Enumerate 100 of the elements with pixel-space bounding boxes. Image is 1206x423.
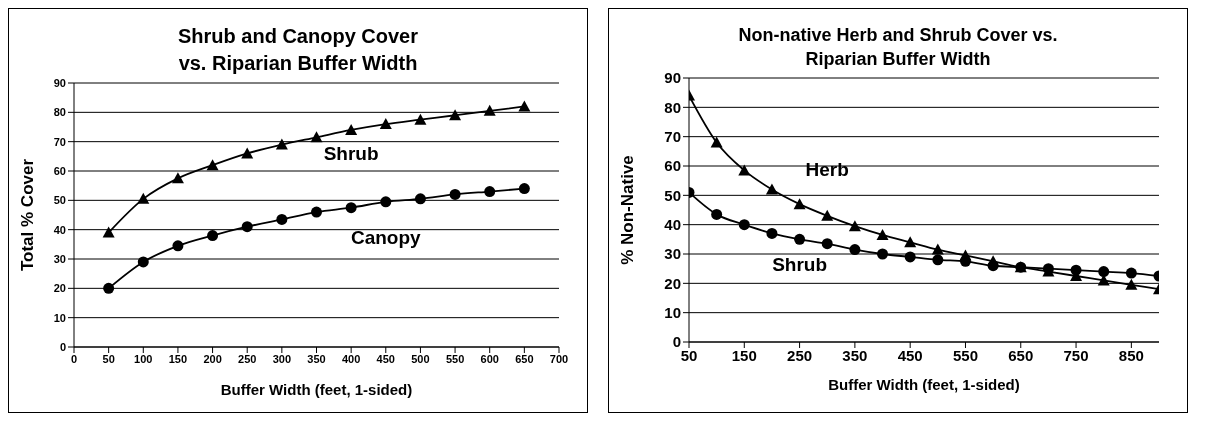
point: [821, 237, 833, 249]
y-tick-label: 40: [53, 223, 66, 236]
point: [379, 118, 392, 130]
point: [137, 192, 150, 204]
point: [414, 193, 426, 205]
point: [711, 208, 723, 220]
y-tick-label: 0: [672, 332, 681, 350]
point: [710, 136, 723, 148]
x-tick-label: 50: [102, 352, 115, 365]
y-tick-label: 80: [53, 106, 66, 119]
point: [207, 230, 219, 242]
point: [449, 188, 461, 200]
point: [738, 163, 751, 175]
x-tick-label: 450: [376, 352, 395, 365]
x-tick-label: 600: [480, 352, 499, 365]
point: [137, 256, 149, 268]
point: [345, 202, 357, 214]
y-tick-label: 20: [664, 274, 681, 292]
x-axis-title: Buffer Width (feet, 1-sided): [828, 375, 1020, 393]
x-axis-title: Buffer Width (feet, 1-sided): [220, 381, 413, 398]
point: [1125, 278, 1138, 290]
x-tick-label: 300: [272, 352, 292, 365]
x-tick-label: 850: [1118, 346, 1144, 364]
point: [932, 253, 944, 265]
x-tick-label: 750: [1063, 346, 1089, 364]
point: [380, 196, 392, 208]
point: [904, 251, 916, 263]
x-tick-label: 250: [787, 346, 813, 364]
point: [449, 109, 462, 121]
point: [765, 183, 778, 195]
point: [276, 213, 288, 225]
y-tick-label: 10: [53, 311, 66, 324]
point: [103, 282, 115, 294]
point: [310, 131, 323, 143]
point: [241, 221, 253, 233]
chart-title: Non-native Herb and Shrub Cover vs. Riparian Buffer Width: [737, 24, 1059, 72]
point: [738, 218, 750, 230]
y-axis-title: Total % Cover: [18, 158, 38, 272]
point: [483, 104, 496, 116]
x-tick-label: 450: [897, 346, 923, 364]
series-label: Herb: [805, 158, 849, 180]
y-axis-title: % Non-Native: [618, 154, 638, 265]
point: [766, 227, 778, 239]
point: [518, 183, 530, 195]
series-label: Shrub: [772, 253, 828, 275]
chart-title: Shrub and Canopy Cover vs. Riparian Buffer Width: [177, 24, 419, 76]
y-tick-label: 30: [664, 244, 681, 262]
point: [172, 240, 184, 252]
x-tick-label: 650: [1008, 346, 1034, 364]
y-tick-label: 80: [664, 98, 681, 116]
x-tick-label: 550: [952, 346, 978, 364]
series-label: Canopy: [350, 226, 422, 248]
point: [1125, 267, 1137, 279]
point: [102, 226, 115, 238]
y-tick-label: 70: [664, 127, 681, 145]
point: [311, 206, 322, 218]
point: [876, 228, 889, 240]
y-tick-label: 20: [53, 282, 66, 295]
point: [794, 233, 806, 245]
y-tick-label: 40: [664, 215, 681, 233]
y-tick-label: 60: [53, 164, 66, 177]
point: [241, 147, 254, 159]
y-tick-label: 10: [664, 303, 681, 321]
point: [849, 243, 861, 255]
point: [518, 100, 531, 112]
point: [345, 123, 358, 135]
x-tick-label: 250: [238, 352, 257, 365]
x-tick-label: 650: [515, 352, 534, 365]
point: [275, 138, 288, 150]
x-tick-label: 150: [168, 352, 188, 365]
x-tick-label: 500: [411, 352, 430, 365]
point: [793, 197, 806, 209]
y-tick-label: 70: [53, 135, 66, 148]
y-tick-label: 60: [664, 156, 681, 174]
point: [848, 219, 861, 231]
x-tick-label: 50: [680, 346, 698, 364]
point: [877, 248, 889, 260]
x-tick-label: 150: [731, 346, 757, 364]
x-tick-label: 0: [70, 352, 78, 365]
point: [206, 159, 219, 171]
point: [171, 172, 184, 184]
x-tick-label: 350: [842, 346, 868, 364]
y-tick-label: 90: [664, 68, 681, 86]
x-tick-label: 200: [203, 352, 222, 365]
x-tick-label: 350: [307, 352, 326, 365]
point: [821, 209, 834, 221]
x-tick-label: 550: [445, 352, 465, 365]
point: [1070, 264, 1082, 276]
x-tick-label: 700: [549, 352, 569, 365]
point: [904, 235, 917, 247]
x-tick-label: 100: [134, 352, 153, 365]
x-tick-label: 400: [341, 352, 361, 365]
series-label: Shrub: [323, 142, 379, 164]
point: [931, 243, 944, 255]
y-tick-label: 30: [53, 252, 66, 265]
y-tick-label: 50: [664, 186, 681, 204]
y-tick-label: 50: [53, 194, 66, 207]
point: [1098, 265, 1110, 277]
point: [414, 113, 427, 125]
point: [484, 186, 496, 198]
